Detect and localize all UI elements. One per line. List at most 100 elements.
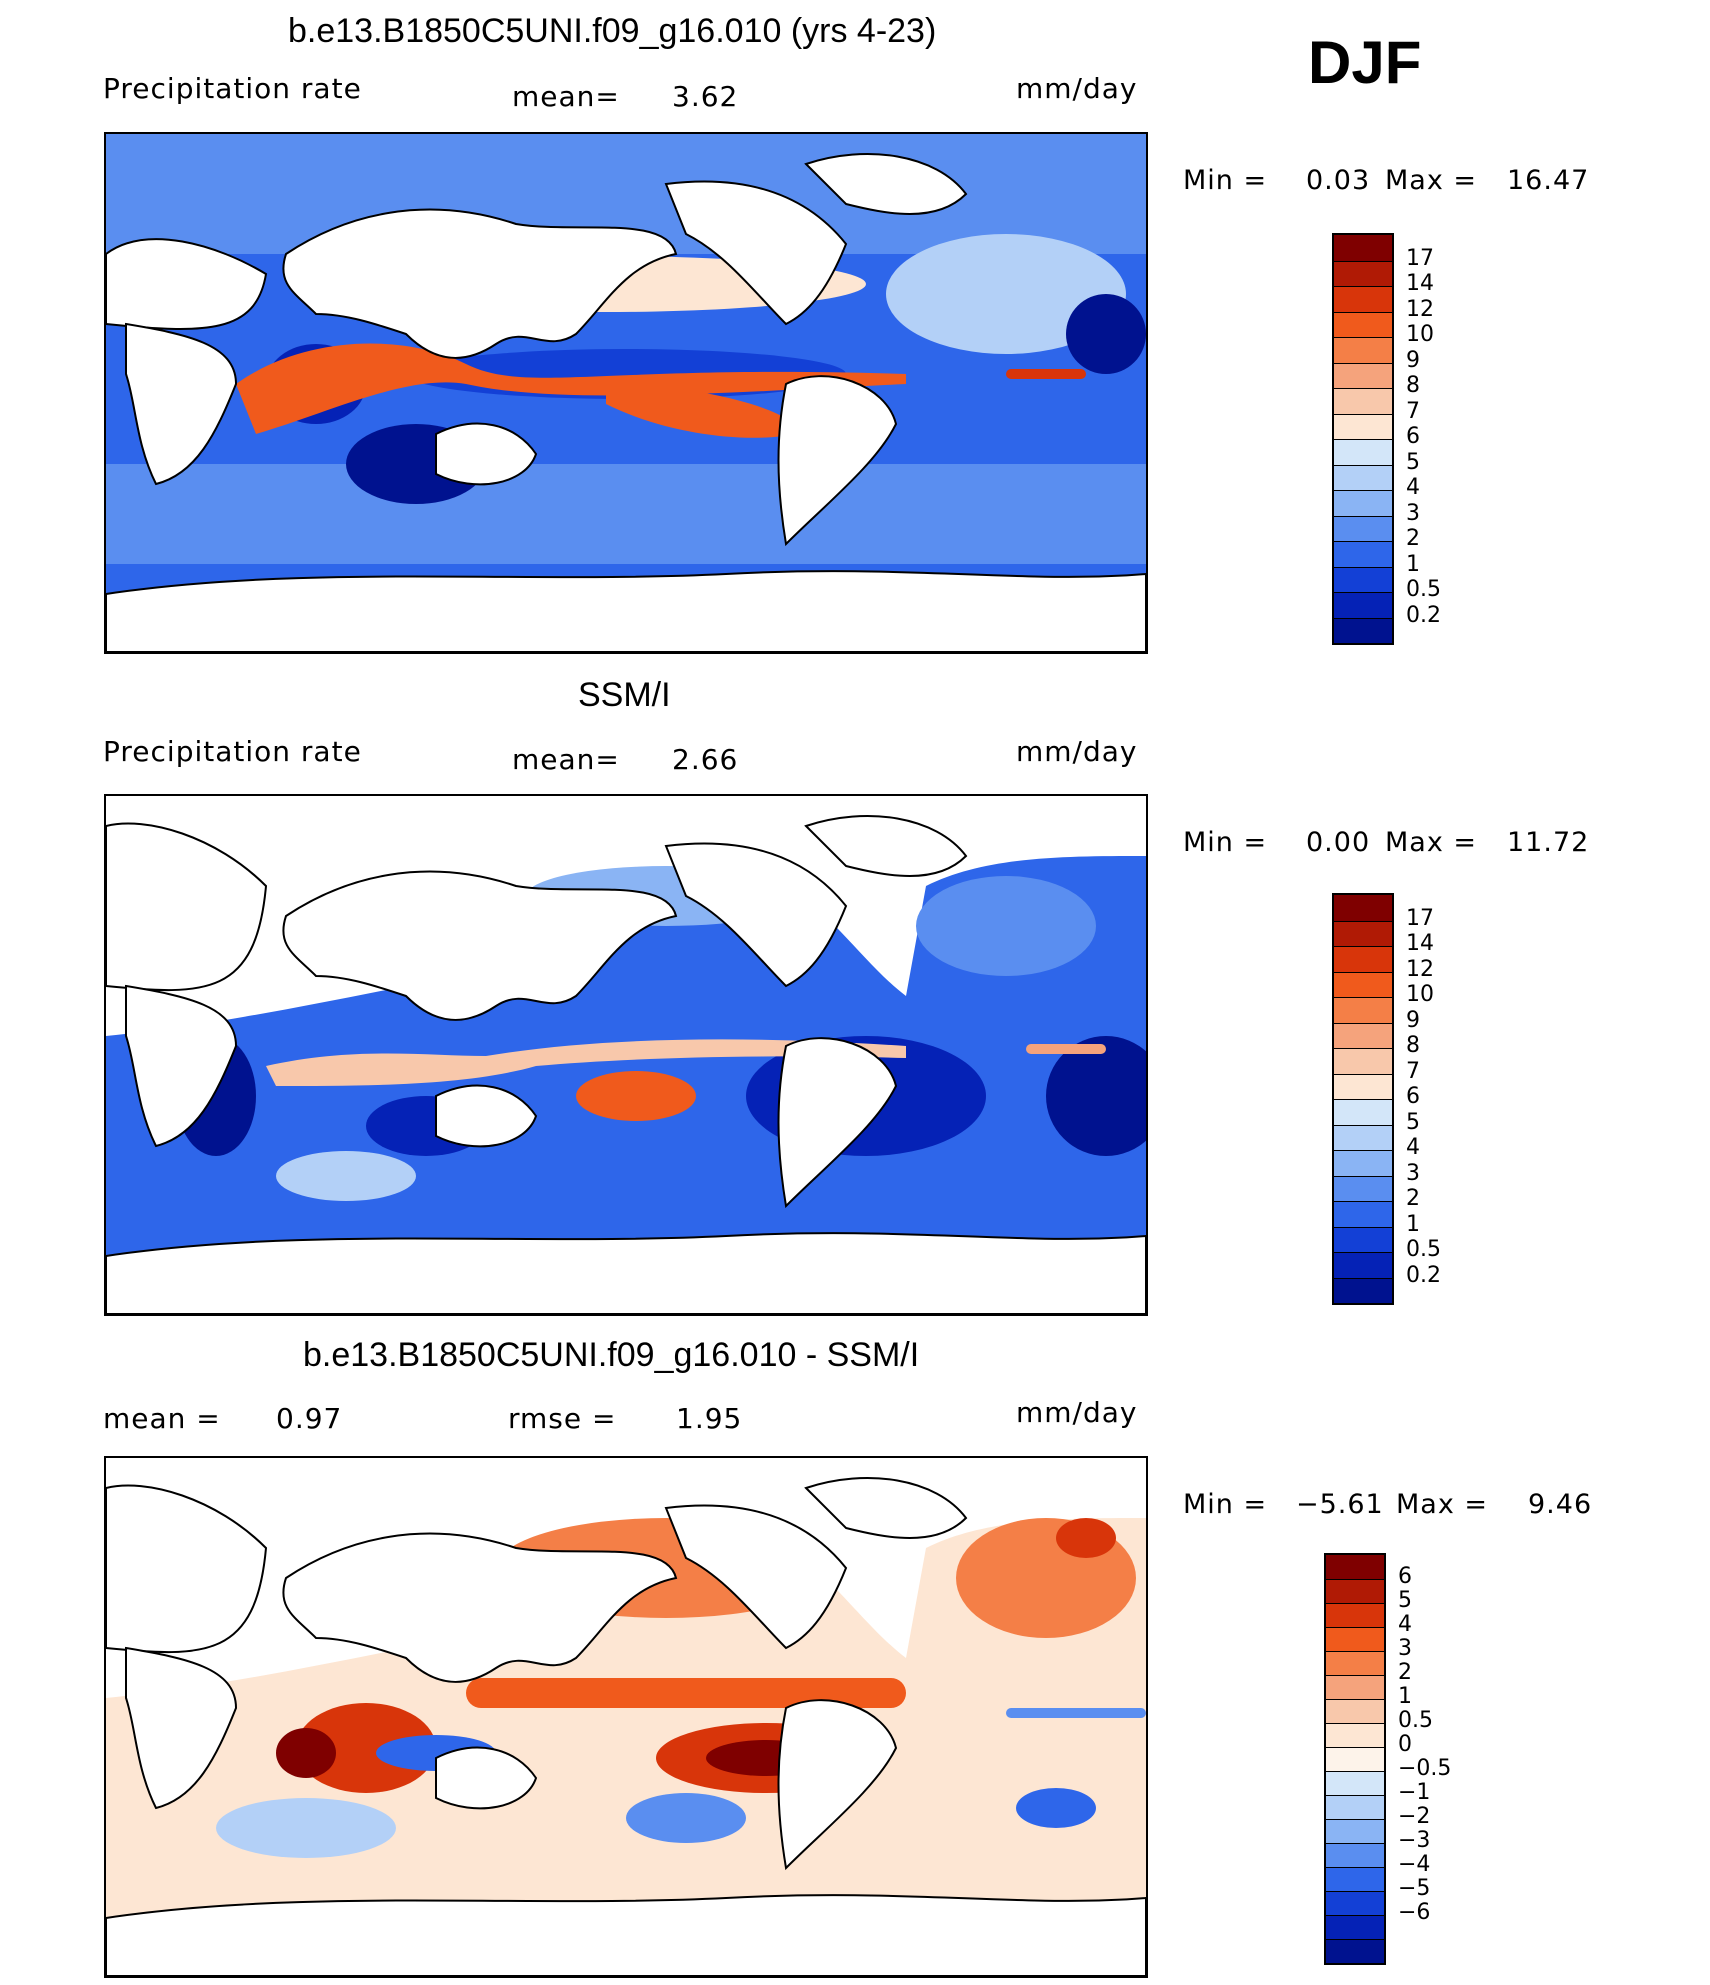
max-value-obs: 11.72	[1507, 827, 1590, 858]
colorbar-swatch	[1334, 388, 1392, 414]
colorbar-swatch	[1334, 1073, 1392, 1099]
colorbar-tick-label: 5	[1406, 449, 1420, 475]
colorbar-swatch	[1334, 971, 1392, 997]
colorbar-tick-label: 9	[1406, 1007, 1420, 1033]
colorbar-tick-label: 17	[1406, 245, 1434, 271]
colorbar-swatch	[1334, 1124, 1392, 1150]
colorbar-swatch	[1334, 1226, 1392, 1252]
colorbar-tick-label: −2	[1398, 1804, 1431, 1829]
colorbar-swatch	[1326, 1915, 1384, 1939]
colorbar-tick-label: 0.2	[1406, 1262, 1441, 1288]
colorbar-swatch	[1326, 1771, 1384, 1795]
colorbar-tick-label: 0	[1398, 1732, 1412, 1757]
colorbar-tick-label: 2	[1406, 1186, 1420, 1211]
colorbar-tick-label: 6	[1406, 424, 1420, 449]
colorbar-tick-label: 17	[1406, 905, 1434, 931]
colorbar-swatch	[1326, 1843, 1384, 1867]
colorbar-swatch	[1326, 1627, 1384, 1651]
colorbar-swatch	[1326, 1819, 1384, 1843]
map-obs-field	[106, 796, 1146, 1314]
map-obs	[104, 794, 1148, 1316]
colorbar-swatch	[1334, 439, 1392, 465]
colorbar-tick-label: 1	[1398, 1684, 1412, 1709]
colorbar-tick-label: 14	[1406, 271, 1434, 296]
min-value-obs: 0.00	[1306, 827, 1371, 858]
colorbar-swatch	[1334, 920, 1392, 946]
colorbar-swatch	[1334, 286, 1392, 312]
colorbar-tick-label: 0.5	[1398, 1708, 1433, 1733]
colorbar-diff	[1324, 1553, 1386, 1965]
colorbar-swatch	[1334, 617, 1392, 643]
colorbar-swatch	[1334, 311, 1392, 337]
colorbar-tick-label: 5	[1406, 1109, 1420, 1135]
colorbar-swatch	[1326, 1795, 1384, 1819]
colorbar-tick-label: 4	[1406, 1135, 1420, 1160]
colorbar-tick-label: 0.5	[1406, 577, 1441, 602]
colorbar-swatch	[1334, 541, 1392, 567]
min-value-diff: −5.61	[1296, 1489, 1384, 1520]
colorbar-swatch	[1334, 1277, 1392, 1303]
variable-label-model: Precipitation rate	[103, 72, 362, 105]
mean-value-obs: 2.66	[672, 743, 739, 776]
colorbar-tick-label: 9	[1406, 347, 1420, 373]
map-model-field	[106, 134, 1146, 652]
rmse-label-diff: rmse =	[508, 1402, 617, 1435]
colorbar-swatch	[1334, 1175, 1392, 1201]
max-value-model: 16.47	[1507, 165, 1590, 196]
colorbar-swatch	[1334, 1150, 1392, 1176]
max-label-obs: Max =	[1385, 827, 1478, 858]
panel-title-obs: SSM/I	[578, 676, 671, 714]
colorbar-tick-label: 12	[1406, 956, 1434, 982]
colorbar-tick-label: 2	[1406, 526, 1420, 551]
colorbar-swatch	[1326, 1699, 1384, 1723]
map-diff	[104, 1456, 1148, 1978]
colorbar-swatch	[1334, 997, 1392, 1023]
colorbar-tick-label: 3	[1406, 1160, 1420, 1186]
colorbar-swatch	[1326, 1675, 1384, 1699]
colorbar-swatch	[1334, 1099, 1392, 1125]
colorbar-tick-label: 6	[1406, 1084, 1420, 1109]
panel-title-model: b.e13.B1850C5UNI.f09_g16.010 (yrs 4-23)	[288, 12, 937, 50]
colorbar-swatch	[1326, 1723, 1384, 1747]
mean-label-diff: mean =	[103, 1402, 221, 1435]
colorbar-tick-label: −1	[1398, 1780, 1431, 1805]
colorbar-swatch	[1326, 1891, 1384, 1915]
max-value-diff: 9.46	[1528, 1489, 1593, 1520]
colorbar-swatch	[1334, 1252, 1392, 1278]
colorbar-swatch	[1334, 566, 1392, 592]
colorbar-tick-label: 3	[1406, 500, 1420, 526]
colorbar-tick-label: 0.2	[1406, 602, 1441, 628]
colorbar-swatch	[1326, 1651, 1384, 1675]
colorbar-tick-label: 10	[1406, 322, 1434, 347]
colorbar-tick-label: −4	[1398, 1852, 1431, 1877]
panel-title-diff: b.e13.B1850C5UNI.f09_g16.010 - SSM/I	[303, 1336, 920, 1374]
units-label-obs: mm/day	[1016, 735, 1138, 768]
colorbar-tick-label: 7	[1406, 1058, 1420, 1084]
colorbar-tick-label: 2	[1398, 1660, 1412, 1685]
colorbar-swatch	[1334, 337, 1392, 363]
colorbar-tick-label: −6	[1398, 1900, 1431, 1925]
colorbar-tick-label: 3	[1398, 1636, 1412, 1661]
colorbar-swatch	[1326, 1603, 1384, 1627]
colorbar-swatch	[1326, 1939, 1384, 1963]
colorbar-tick-label: −3	[1398, 1828, 1431, 1853]
colorbar-tick-label: 5	[1398, 1588, 1412, 1613]
colorbar-swatch	[1326, 1867, 1384, 1891]
colorbar-swatch	[1334, 1022, 1392, 1048]
units-label-diff: mm/day	[1016, 1396, 1138, 1429]
mean-value-diff: 0.97	[276, 1402, 343, 1435]
colorbar-tick-label: −0.5	[1398, 1756, 1452, 1781]
colorbar-swatch	[1334, 946, 1392, 972]
colorbar-tick-label: 1	[1406, 551, 1420, 577]
season-label: DJF	[1308, 29, 1422, 96]
colorbar-obs	[1332, 893, 1394, 1305]
min-label-obs: Min =	[1183, 827, 1268, 858]
colorbar-swatch	[1334, 413, 1392, 439]
colorbar-tick-label: 14	[1406, 931, 1434, 956]
mean-label-model: mean=	[512, 80, 620, 113]
min-value-model: 0.03	[1306, 165, 1371, 196]
colorbar-swatch	[1326, 1579, 1384, 1603]
colorbar-tick-label: 4	[1398, 1612, 1412, 1637]
colorbar-swatch	[1334, 362, 1392, 388]
colorbar-swatch	[1334, 592, 1392, 618]
